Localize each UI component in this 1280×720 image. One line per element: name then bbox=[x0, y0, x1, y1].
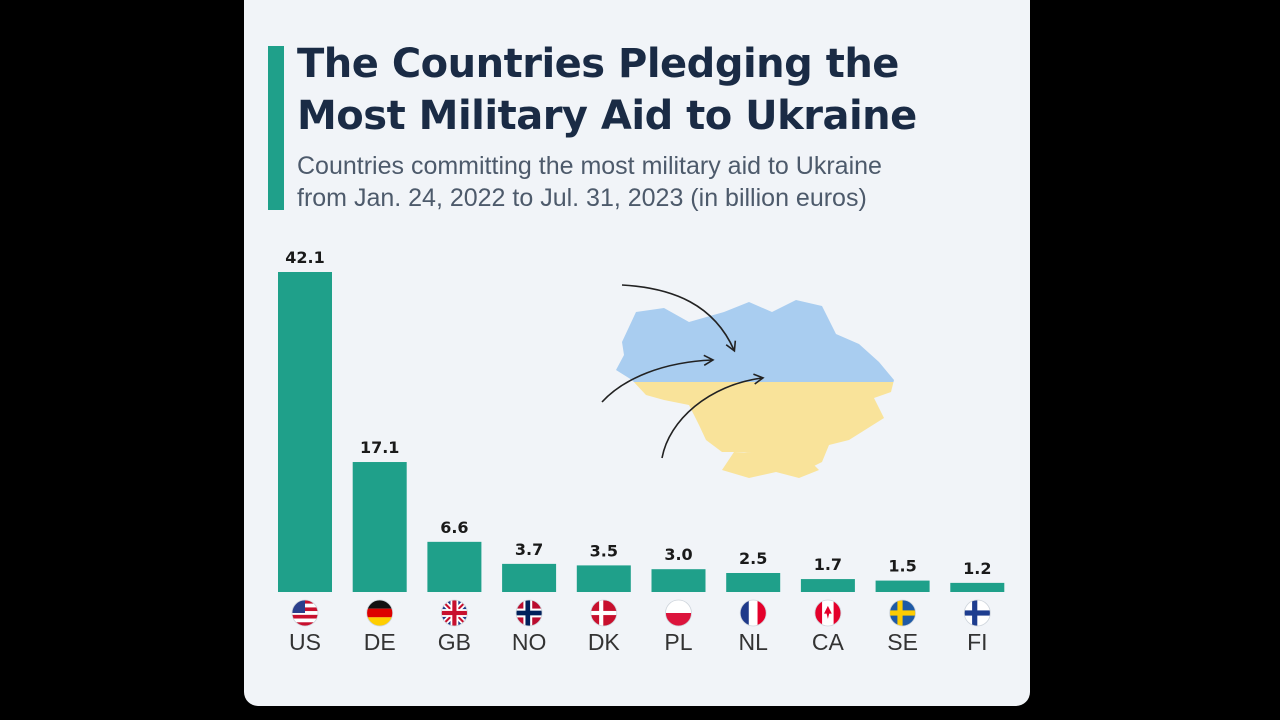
value-label-de: 17.1 bbox=[360, 438, 399, 457]
category-label-se: SE bbox=[887, 629, 918, 655]
flag-gb-icon bbox=[441, 600, 468, 626]
category-label-fi: FI bbox=[967, 629, 987, 655]
bar-fi bbox=[950, 582, 1005, 592]
arrow-2 bbox=[601, 354, 715, 403]
flag-pl-icon bbox=[665, 600, 692, 626]
value-label-se: 1.5 bbox=[888, 557, 916, 576]
chart-title: The Countries Pledging the Most Military… bbox=[297, 38, 1017, 142]
flag-ca-icon bbox=[814, 600, 841, 626]
value-label-no: 3.7 bbox=[515, 540, 543, 559]
flag-ring bbox=[889, 599, 916, 627]
flag-dk-icon bbox=[590, 600, 617, 626]
category-label-no: NO bbox=[512, 629, 546, 655]
category-label-us: US bbox=[289, 629, 321, 655]
flag-ring bbox=[814, 599, 842, 627]
chart-subtitle: Countries committing the most military a… bbox=[297, 150, 1017, 214]
flag-fi-icon bbox=[964, 600, 991, 626]
value-label-nl: 2.5 bbox=[739, 549, 767, 568]
flag-nl-icon bbox=[740, 600, 767, 626]
bar-se bbox=[875, 580, 930, 592]
flag-ring bbox=[739, 599, 767, 627]
bar-de bbox=[352, 462, 407, 592]
infographic-card: The Countries Pledging the Most Military… bbox=[244, 0, 1030, 706]
title-line-2: Most Military Aid to Ukraine bbox=[297, 93, 917, 139]
arrow-1 bbox=[621, 284, 737, 353]
bar-dk bbox=[576, 565, 631, 592]
category-label-nl: NL bbox=[738, 629, 768, 655]
flag-ring bbox=[515, 599, 543, 627]
ukraine-map-illustration bbox=[601, 284, 894, 478]
flag-de-icon bbox=[366, 600, 393, 626]
flag-ring bbox=[963, 599, 991, 627]
category-label-ca: CA bbox=[812, 629, 845, 655]
category-label-pl: PL bbox=[664, 629, 692, 655]
value-label-ca: 1.7 bbox=[814, 555, 842, 574]
value-label-fi: 1.2 bbox=[963, 559, 991, 578]
bar-us bbox=[278, 272, 332, 592]
category-label-gb: GB bbox=[438, 629, 471, 655]
category-label-de: DE bbox=[364, 629, 396, 655]
bar-nl bbox=[726, 572, 781, 592]
subtitle-line-1: Countries committing the most military a… bbox=[297, 152, 882, 180]
value-label-gb: 6.6 bbox=[440, 518, 468, 537]
flag-ring bbox=[440, 599, 468, 627]
bar-chart: 42.1 US 17.1 DE 6.6 GB 3.7 NO 3.5 DK 3.0 PL 2.5 NL 1.7… bbox=[278, 248, 1005, 655]
title-line-1: The Countries Pledging the bbox=[297, 41, 899, 87]
value-label-pl: 3.0 bbox=[664, 545, 692, 564]
bar-gb bbox=[427, 541, 482, 592]
flag-ring bbox=[366, 599, 394, 627]
value-label-us: 42.1 bbox=[285, 248, 324, 267]
flag-ring bbox=[291, 599, 319, 627]
bar-pl bbox=[651, 569, 706, 592]
flag-us-icon bbox=[292, 600, 318, 626]
flag-no-icon bbox=[516, 600, 543, 626]
subtitle-line-2: from Jan. 24, 2022 to Jul. 31, 2023 (in … bbox=[297, 184, 867, 212]
flag-ring bbox=[590, 599, 618, 627]
value-label-dk: 3.5 bbox=[590, 541, 618, 560]
category-label-dk: DK bbox=[588, 629, 621, 655]
flag-ring bbox=[665, 599, 692, 627]
arrow-3 bbox=[661, 373, 765, 459]
bar-no bbox=[502, 563, 557, 592]
title-accent-bar bbox=[268, 46, 284, 210]
ukraine-map-blue bbox=[616, 300, 894, 382]
bar-ca bbox=[800, 579, 855, 592]
flag-se-icon bbox=[889, 600, 916, 626]
crimea-shape bbox=[722, 452, 819, 478]
